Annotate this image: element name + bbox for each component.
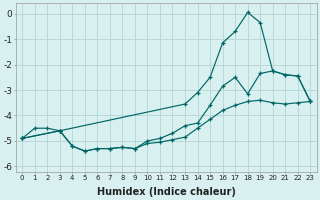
X-axis label: Humidex (Indice chaleur): Humidex (Indice chaleur)	[97, 187, 236, 197]
